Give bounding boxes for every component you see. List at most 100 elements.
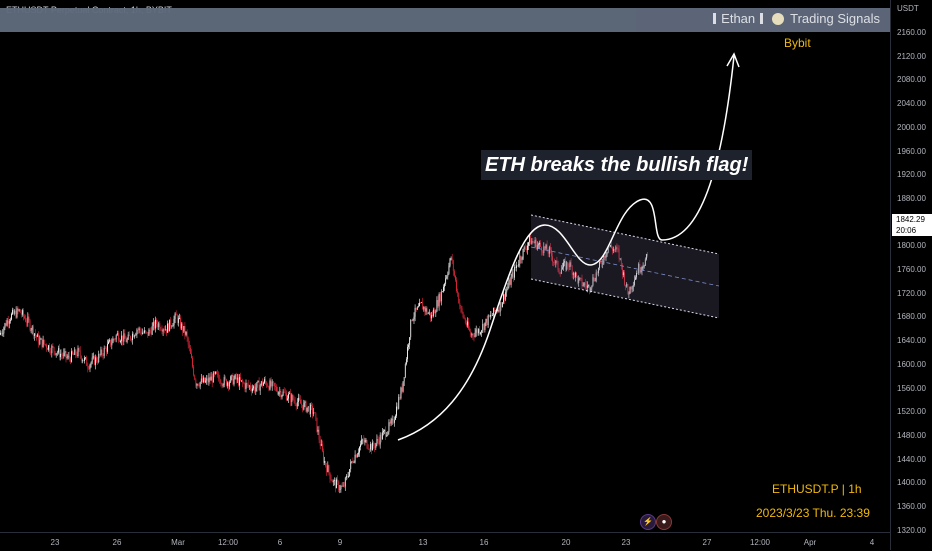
candle-body: [249, 385, 251, 389]
candle-body: [455, 275, 456, 281]
candle-body: [359, 447, 360, 453]
time-tick: 6: [277, 538, 283, 547]
candle-body: [213, 372, 215, 374]
candle-body: [41, 338, 43, 348]
candle-body: [462, 312, 464, 318]
candle-body: [525, 249, 527, 251]
candle-body: [164, 329, 166, 331]
candle-body: [617, 248, 619, 250]
candle-body: [529, 235, 531, 243]
lightning-icon[interactable]: ⚡: [640, 514, 656, 530]
candle-body: [530, 235, 532, 245]
candle-body: [332, 480, 334, 483]
candle-body: [378, 440, 380, 445]
candle-body: [460, 306, 462, 309]
us-flag-icon[interactable]: ●: [656, 514, 672, 530]
candle-body: [464, 318, 466, 323]
candle-body: [379, 434, 381, 445]
candle-body: [134, 335, 136, 338]
candle-body: [435, 311, 437, 314]
candle-body: [405, 359, 407, 365]
currency-unit: USDT: [897, 4, 919, 13]
candle-body: [54, 351, 56, 355]
candle-body: [623, 272, 624, 276]
candle-body: [277, 390, 279, 395]
candle-body: [44, 344, 46, 345]
candle-body: [185, 331, 187, 335]
candle-body: [141, 332, 143, 335]
candle-body: [139, 328, 141, 332]
candle-body: [138, 328, 140, 330]
candle-body: [613, 249, 615, 251]
candle-body: [609, 245, 611, 247]
candle-body: [608, 246, 610, 248]
candle-body: [125, 338, 127, 343]
candle-body: [572, 272, 574, 275]
candle-body: [207, 378, 209, 383]
candle-body: [287, 398, 288, 401]
candle-body: [303, 402, 305, 410]
candle-body: [0, 332, 1, 335]
candle-body: [575, 272, 576, 278]
candle-body: [240, 377, 241, 381]
candle-body: [618, 248, 620, 259]
price-chart[interactable]: [0, 0, 890, 532]
candle-body: [456, 280, 457, 292]
candle-body: [340, 485, 342, 490]
candle-body: [408, 344, 409, 348]
candle-body: [331, 480, 333, 483]
candle-body: [96, 357, 97, 362]
candle-body: [181, 323, 183, 329]
candle-body: [280, 391, 282, 398]
candle-body: [248, 385, 250, 387]
candle-body: [486, 318, 488, 326]
time-axis[interactable]: 23 26 Mar 12:00 6 9 13 16 20 23 27 12:00 Apr 4: [0, 532, 890, 551]
candle-body: [192, 357, 193, 367]
candle-body: [218, 373, 220, 379]
candle-body: [480, 332, 481, 334]
candle-body: [643, 265, 645, 267]
price-tick: 1680.00: [897, 312, 926, 322]
candle-body: [593, 277, 595, 281]
candle-body: [3, 327, 5, 334]
candle-body: [483, 323, 485, 330]
candle-body: [15, 310, 17, 318]
candle-body: [410, 319, 412, 338]
candle-body: [602, 263, 604, 265]
candle-body: [500, 302, 502, 308]
candle-body: [487, 315, 489, 326]
candle-body: [205, 380, 207, 383]
candle-body: [342, 485, 344, 487]
candle-body: [48, 345, 49, 350]
separator-icon: [760, 13, 764, 24]
candle-body: [415, 307, 417, 310]
candle-body: [501, 302, 503, 308]
signal-banner: Ethan Trading Signals: [0, 8, 890, 32]
candle-body: [390, 420, 392, 424]
candle-body: [449, 258, 451, 266]
candle-body: [219, 378, 221, 384]
candle-body: [99, 354, 101, 355]
candle-body: [36, 335, 37, 338]
candle-body: [626, 283, 628, 287]
candle-body: [552, 256, 553, 262]
chart-annotation[interactable]: ETH breaks the bullish flag!: [481, 150, 753, 180]
candle-body: [45, 344, 47, 349]
candle-body: [365, 440, 367, 442]
candle-body: [579, 277, 581, 279]
time-tick: 16: [479, 538, 489, 547]
candle-body: [276, 386, 277, 391]
exchange-label: Bybit: [784, 36, 811, 50]
candle-body: [255, 387, 257, 392]
candle-body: [151, 326, 153, 335]
candle-body: [256, 382, 258, 388]
candle-body: [217, 373, 219, 375]
price-axis[interactable]: USDT 2160.00 2120.00 2080.00 2040.00 2000.00…: [890, 0, 932, 550]
candle-body: [545, 244, 547, 249]
candle-body: [292, 395, 294, 400]
candle-body: [458, 293, 460, 304]
candle-body: [76, 354, 78, 357]
candle-body: [199, 381, 201, 387]
candle-body: [278, 392, 280, 395]
candle-body: [302, 404, 304, 410]
